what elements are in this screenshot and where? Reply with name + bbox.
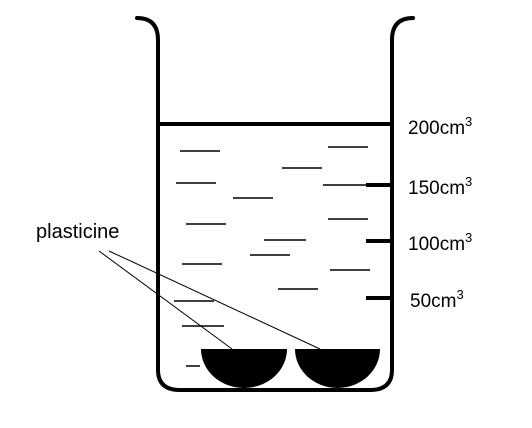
plasticine-label: plasticine — [36, 221, 119, 243]
water-dashes — [174, 146, 370, 367]
graduation-label-200: 200cm3 — [408, 114, 472, 139]
graduation-label-50: 50cm3 — [410, 287, 464, 312]
graduation-label-100: 100cm3 — [408, 230, 472, 255]
plasticine-piece-right — [295, 349, 380, 388]
pointer-line-left — [98, 250, 233, 350]
pointer-line-right — [108, 250, 321, 350]
pointer-lines — [98, 250, 321, 350]
plasticine-piece-left — [201, 349, 287, 388]
beaker-outline — [135, 16, 415, 392]
graduation-label-150: 150cm3 — [408, 174, 472, 199]
graduation-ticks — [366, 183, 392, 300]
